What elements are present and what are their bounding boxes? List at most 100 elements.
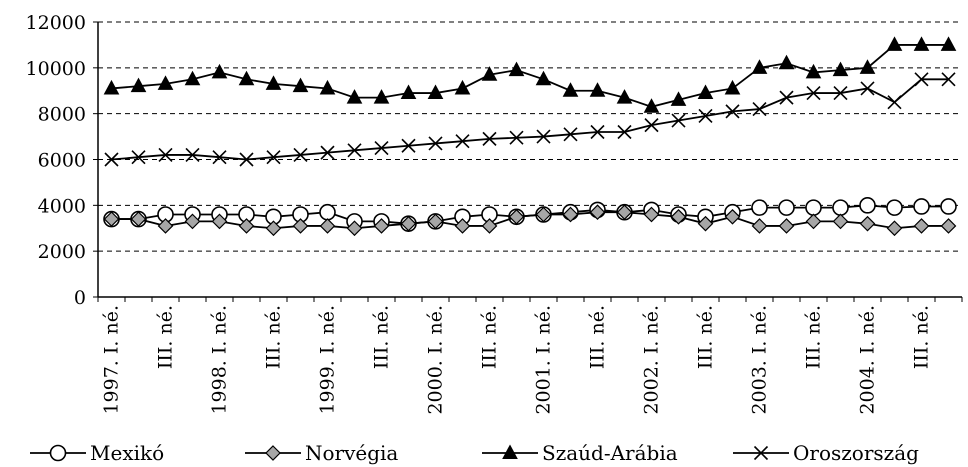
data-point — [374, 140, 389, 156]
data-point — [806, 85, 821, 101]
cross-stroke — [563, 127, 578, 142]
data-point — [157, 75, 174, 90]
series-line — [111, 78, 949, 161]
data-point — [266, 150, 281, 165]
data-point — [400, 84, 417, 100]
y-tick-label: 12000 — [26, 12, 86, 34]
cross-stroke — [455, 134, 470, 149]
data-point — [427, 213, 444, 230]
x-tick-label: III. né. — [803, 305, 825, 369]
cross-stroke — [185, 147, 200, 162]
x-tick-label: III. né. — [263, 305, 285, 369]
legend-marker — [265, 445, 281, 461]
data-point — [913, 218, 930, 234]
data-point — [617, 124, 632, 140]
data-point — [238, 70, 255, 86]
data-point — [778, 218, 795, 234]
cross-stroke — [860, 81, 875, 96]
data-point — [698, 108, 713, 124]
data-point — [562, 82, 579, 97]
data-point — [104, 152, 119, 167]
data-point — [400, 215, 417, 232]
data-point — [508, 61, 525, 77]
data-point — [886, 199, 903, 216]
data-point — [428, 136, 443, 151]
data-point — [265, 220, 282, 237]
series-szaud-arabia — [103, 36, 957, 113]
cross-stroke — [293, 147, 308, 162]
data-point — [590, 124, 605, 140]
data-point — [751, 199, 768, 216]
data-point — [859, 215, 876, 232]
data-point — [940, 218, 957, 234]
data-point — [914, 72, 929, 87]
x-tick-label: 2002. I. né. — [641, 305, 663, 415]
data-point — [940, 36, 957, 51]
cross-stroke — [239, 152, 254, 167]
y-tick-label: 8000 — [38, 104, 86, 126]
legend-item: Szaúd-Arábia — [482, 441, 678, 465]
data-point — [130, 77, 147, 93]
y-tick-label: 10000 — [26, 58, 86, 80]
data-point — [832, 61, 849, 77]
x-tick-label: III. né. — [911, 305, 933, 369]
data-point — [184, 70, 201, 86]
data-point — [724, 79, 741, 95]
cross-stroke — [914, 72, 929, 87]
data-point — [616, 89, 633, 104]
series-layer — [103, 36, 957, 237]
data-point — [725, 104, 740, 119]
cross-stroke — [131, 150, 146, 165]
data-point — [643, 98, 660, 113]
x-tick-label: 2000. I. né. — [425, 305, 447, 415]
cross-stroke — [509, 130, 524, 145]
cross-stroke — [617, 124, 632, 140]
data-point — [346, 89, 363, 104]
data-point — [859, 197, 876, 214]
cross-stroke — [887, 95, 902, 110]
data-point — [643, 206, 660, 223]
data-point — [724, 208, 741, 225]
data-point — [535, 206, 552, 223]
data-point — [103, 211, 120, 227]
data-point — [482, 131, 497, 146]
data-point — [616, 204, 633, 221]
x-tick-label: 2003. I. né. — [749, 305, 771, 415]
data-point — [211, 213, 228, 230]
data-point — [805, 63, 822, 79]
data-point — [671, 113, 686, 128]
data-point — [779, 90, 794, 105]
data-point — [401, 138, 416, 153]
data-point — [562, 206, 579, 223]
x-tick-label: III. né. — [587, 305, 609, 369]
data-point — [292, 77, 309, 93]
data-point — [346, 220, 363, 237]
data-point — [805, 199, 822, 216]
data-point — [130, 211, 147, 227]
cross-stroke — [752, 102, 767, 117]
data-point — [751, 59, 768, 74]
data-point — [157, 218, 174, 234]
x-tick-label: III. né. — [155, 305, 177, 369]
data-point — [751, 218, 768, 234]
data-point — [536, 129, 551, 144]
x-tick-label: 1999. I. né. — [317, 305, 339, 415]
data-point — [185, 147, 200, 162]
cross-stroke — [671, 113, 686, 128]
data-point — [454, 79, 471, 95]
data-point — [589, 82, 606, 97]
cross-stroke — [158, 147, 173, 162]
data-point — [320, 145, 335, 160]
y-axis-ticks: 0 2000 4000 6000 8000 10000 12000 — [26, 12, 86, 309]
data-point — [103, 79, 120, 95]
cross-stroke — [320, 145, 335, 160]
x-tick-label: III. né. — [479, 305, 501, 369]
data-point — [347, 143, 362, 158]
cross-stroke — [806, 85, 821, 101]
cross-stroke — [428, 136, 443, 151]
data-point — [427, 84, 444, 100]
cross-stroke — [753, 445, 769, 461]
data-point — [778, 54, 795, 70]
x-tick-label: 2001. I. né. — [533, 305, 555, 415]
x-tick-label: 1997. I. né. — [101, 305, 123, 415]
